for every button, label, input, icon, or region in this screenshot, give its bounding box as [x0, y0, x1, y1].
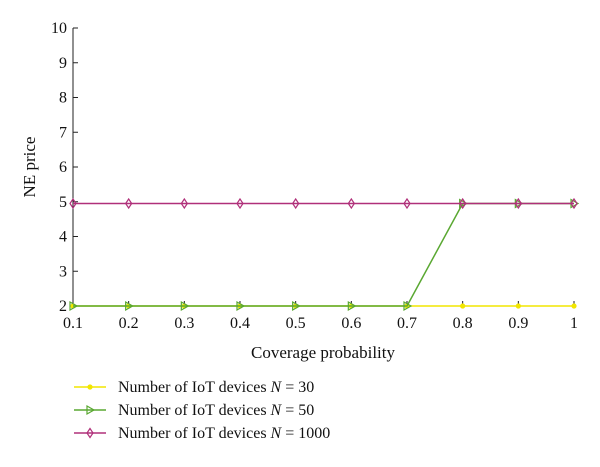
series — [69, 198, 580, 312]
data-point — [347, 300, 357, 312]
data-point — [347, 197, 356, 210]
x-tick-label: 0.1 — [63, 315, 83, 332]
data-point — [180, 300, 190, 312]
y-tick-label: 10 — [51, 20, 67, 37]
legend-label: Number of IoT devices N = 30 — [118, 379, 314, 396]
x-tick-label: 0.5 — [286, 315, 306, 332]
x-tick-label: 1 — [570, 315, 578, 332]
y-axis-label: NE price — [20, 137, 39, 198]
x-tick-label: 0.9 — [508, 315, 528, 332]
y-tick-label: 3 — [59, 263, 67, 280]
y-tick-label: 8 — [59, 90, 67, 107]
data-point — [458, 197, 467, 210]
series — [69, 197, 578, 210]
data-point — [125, 300, 134, 312]
data-point — [292, 300, 301, 312]
series-line — [73, 202, 574, 307]
data-point — [86, 404, 96, 416]
data-point — [460, 303, 466, 309]
y-tick-label: 9 — [59, 55, 67, 72]
x-tick-label: 0.8 — [453, 315, 473, 332]
data-point — [403, 197, 411, 210]
data-point — [124, 197, 133, 210]
legend-item: Number of IoT devices N = 1000 — [74, 425, 330, 442]
y-tick-label: 6 — [59, 159, 67, 176]
y-tick-label: 2 — [59, 298, 67, 315]
legend: Number of IoT devices N = 30 Number of Io… — [74, 379, 330, 442]
data-point — [403, 300, 413, 312]
legend-label: Number of IoT devices N = 1000 — [118, 425, 330, 442]
x-tick-label: 0.7 — [397, 315, 417, 332]
axes: 0.1 0.2 0.3 0.4 0.5 0.6 0.7 0.8 0.9 1 2 3 4 5 6 7 8 9 10 — [51, 20, 578, 332]
data-point — [69, 300, 79, 312]
data-point — [570, 197, 578, 210]
y-tick-label: 7 — [59, 124, 67, 141]
x-tick-label: 0.4 — [230, 315, 250, 332]
legend-label: Number of IoT devices N = 50 — [118, 402, 314, 419]
data-point — [86, 427, 94, 439]
x-tick-label: 0.3 — [174, 315, 194, 332]
x-tick-label: 0.6 — [341, 315, 361, 332]
data-point — [87, 384, 93, 390]
data-point — [180, 197, 189, 210]
data-point — [236, 300, 246, 312]
y-tick-label: 5 — [59, 194, 67, 211]
data-point — [571, 303, 577, 309]
data-point — [514, 197, 523, 210]
data-point — [236, 197, 244, 210]
legend-item: Number of IoT devices N = 50 — [74, 402, 314, 419]
x-axis-label: Coverage probability — [251, 343, 395, 362]
series-layer — [69, 197, 580, 312]
data-point — [515, 303, 521, 309]
x-tick-label: 0.2 — [119, 315, 139, 332]
data-point — [69, 197, 77, 210]
data-point — [291, 197, 300, 210]
y-tick-label: 4 — [59, 229, 67, 246]
legend-item: Number of IoT devices N = 30 — [74, 379, 314, 396]
